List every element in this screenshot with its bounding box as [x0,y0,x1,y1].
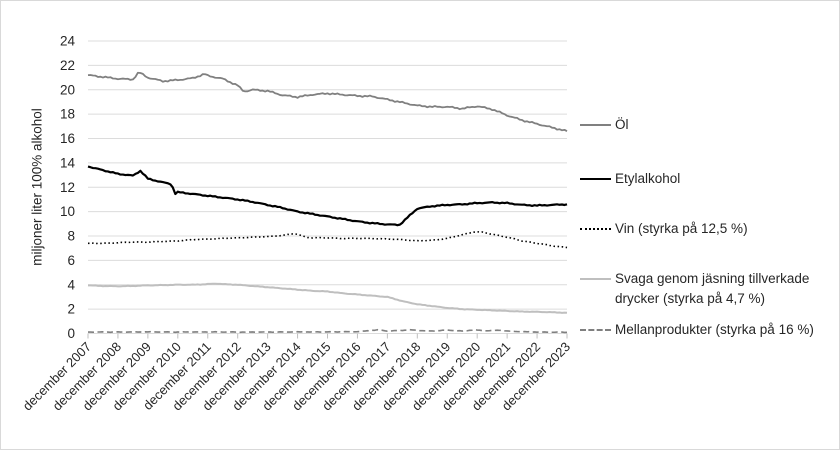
y-tick-label: 10 [60,204,75,219]
series-line-mellanprodukter [87,328,568,334]
series-line-etylalkohol [87,165,568,227]
legend: Öl Etylalkohol Vin (styrka på 12,5 %) Svaga… [580,1,836,449]
legend-item: Öl [580,115,836,135]
legend-label: Mellanprodukter (styrka på 16 %) [615,322,814,337]
legend-item: Etylalkohol [580,169,836,189]
series-line-ol [87,71,568,132]
legend-label: Etylalkohol [615,171,681,186]
legend-key-line [580,228,611,230]
y-tick-label: 14 [60,155,76,170]
y-tick-label: 12 [60,180,75,195]
y-tick-label: 24 [60,34,76,49]
series-line-vin [87,230,568,249]
y-tick-label: 18 [60,107,75,122]
y-tick-label: 16 [60,131,75,146]
y-axis-title: miljoner liter 100% alkohol [29,108,45,266]
legend-label: Svaga genom jäsning tillverkade drycker … [615,271,810,306]
y-tick-label: 8 [67,229,75,244]
legend-key-line [580,278,611,280]
legend-key-line [580,124,611,126]
series-line-svaga-drycker [87,282,568,314]
legend-label: Vin (styrka på 12,5 %) [615,221,748,236]
legend-item: Svaga genom jäsning tillverkade drycker … [580,269,836,309]
legend-label: Öl [615,117,629,132]
y-tick-label: 4 [67,277,75,292]
legend-item: Mellanprodukter (styrka på 16 %) [580,320,836,340]
y-tick-label: 6 [67,253,75,268]
y-tick-label: 20 [60,82,75,97]
y-tick-label: 22 [60,58,75,73]
y-tick-label: 0 [67,326,75,341]
legend-item: Vin (styrka på 12,5 %) [580,219,836,239]
y-tick-label: 2 [67,302,75,317]
legend-key-line [580,178,611,180]
legend-key-line [580,329,611,331]
